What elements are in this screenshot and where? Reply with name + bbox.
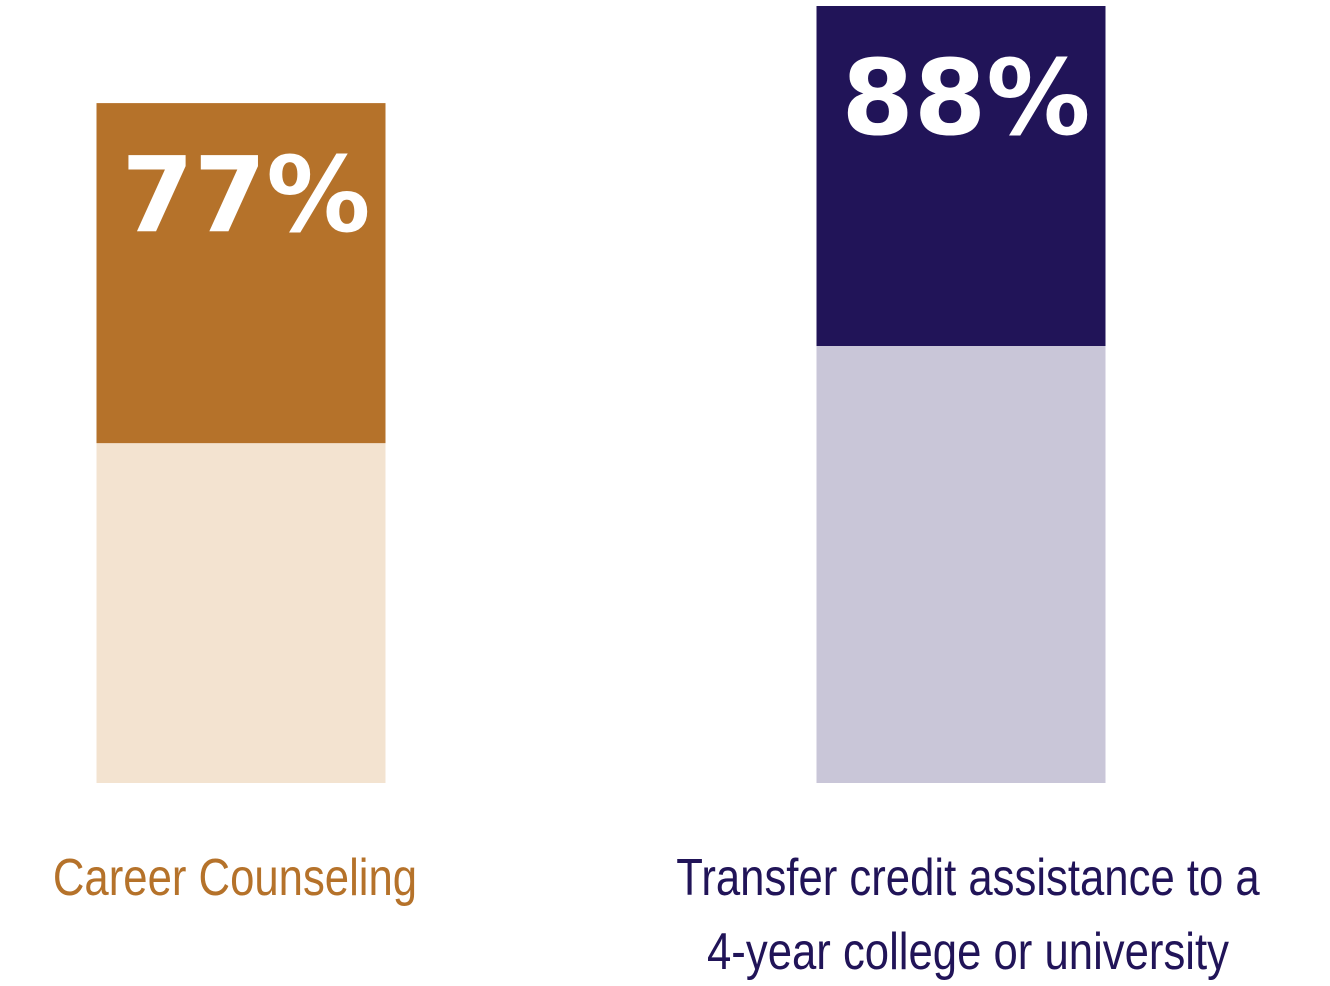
category-label: Career Counseling [52,849,418,907]
category-label: Transfer credit assistance to a 4-year c… [676,849,1260,981]
bar-cap [96,103,386,444]
bar-cap [816,6,1106,346]
value-label: 77% [122,134,371,256]
value-label: 88% [842,37,1091,159]
